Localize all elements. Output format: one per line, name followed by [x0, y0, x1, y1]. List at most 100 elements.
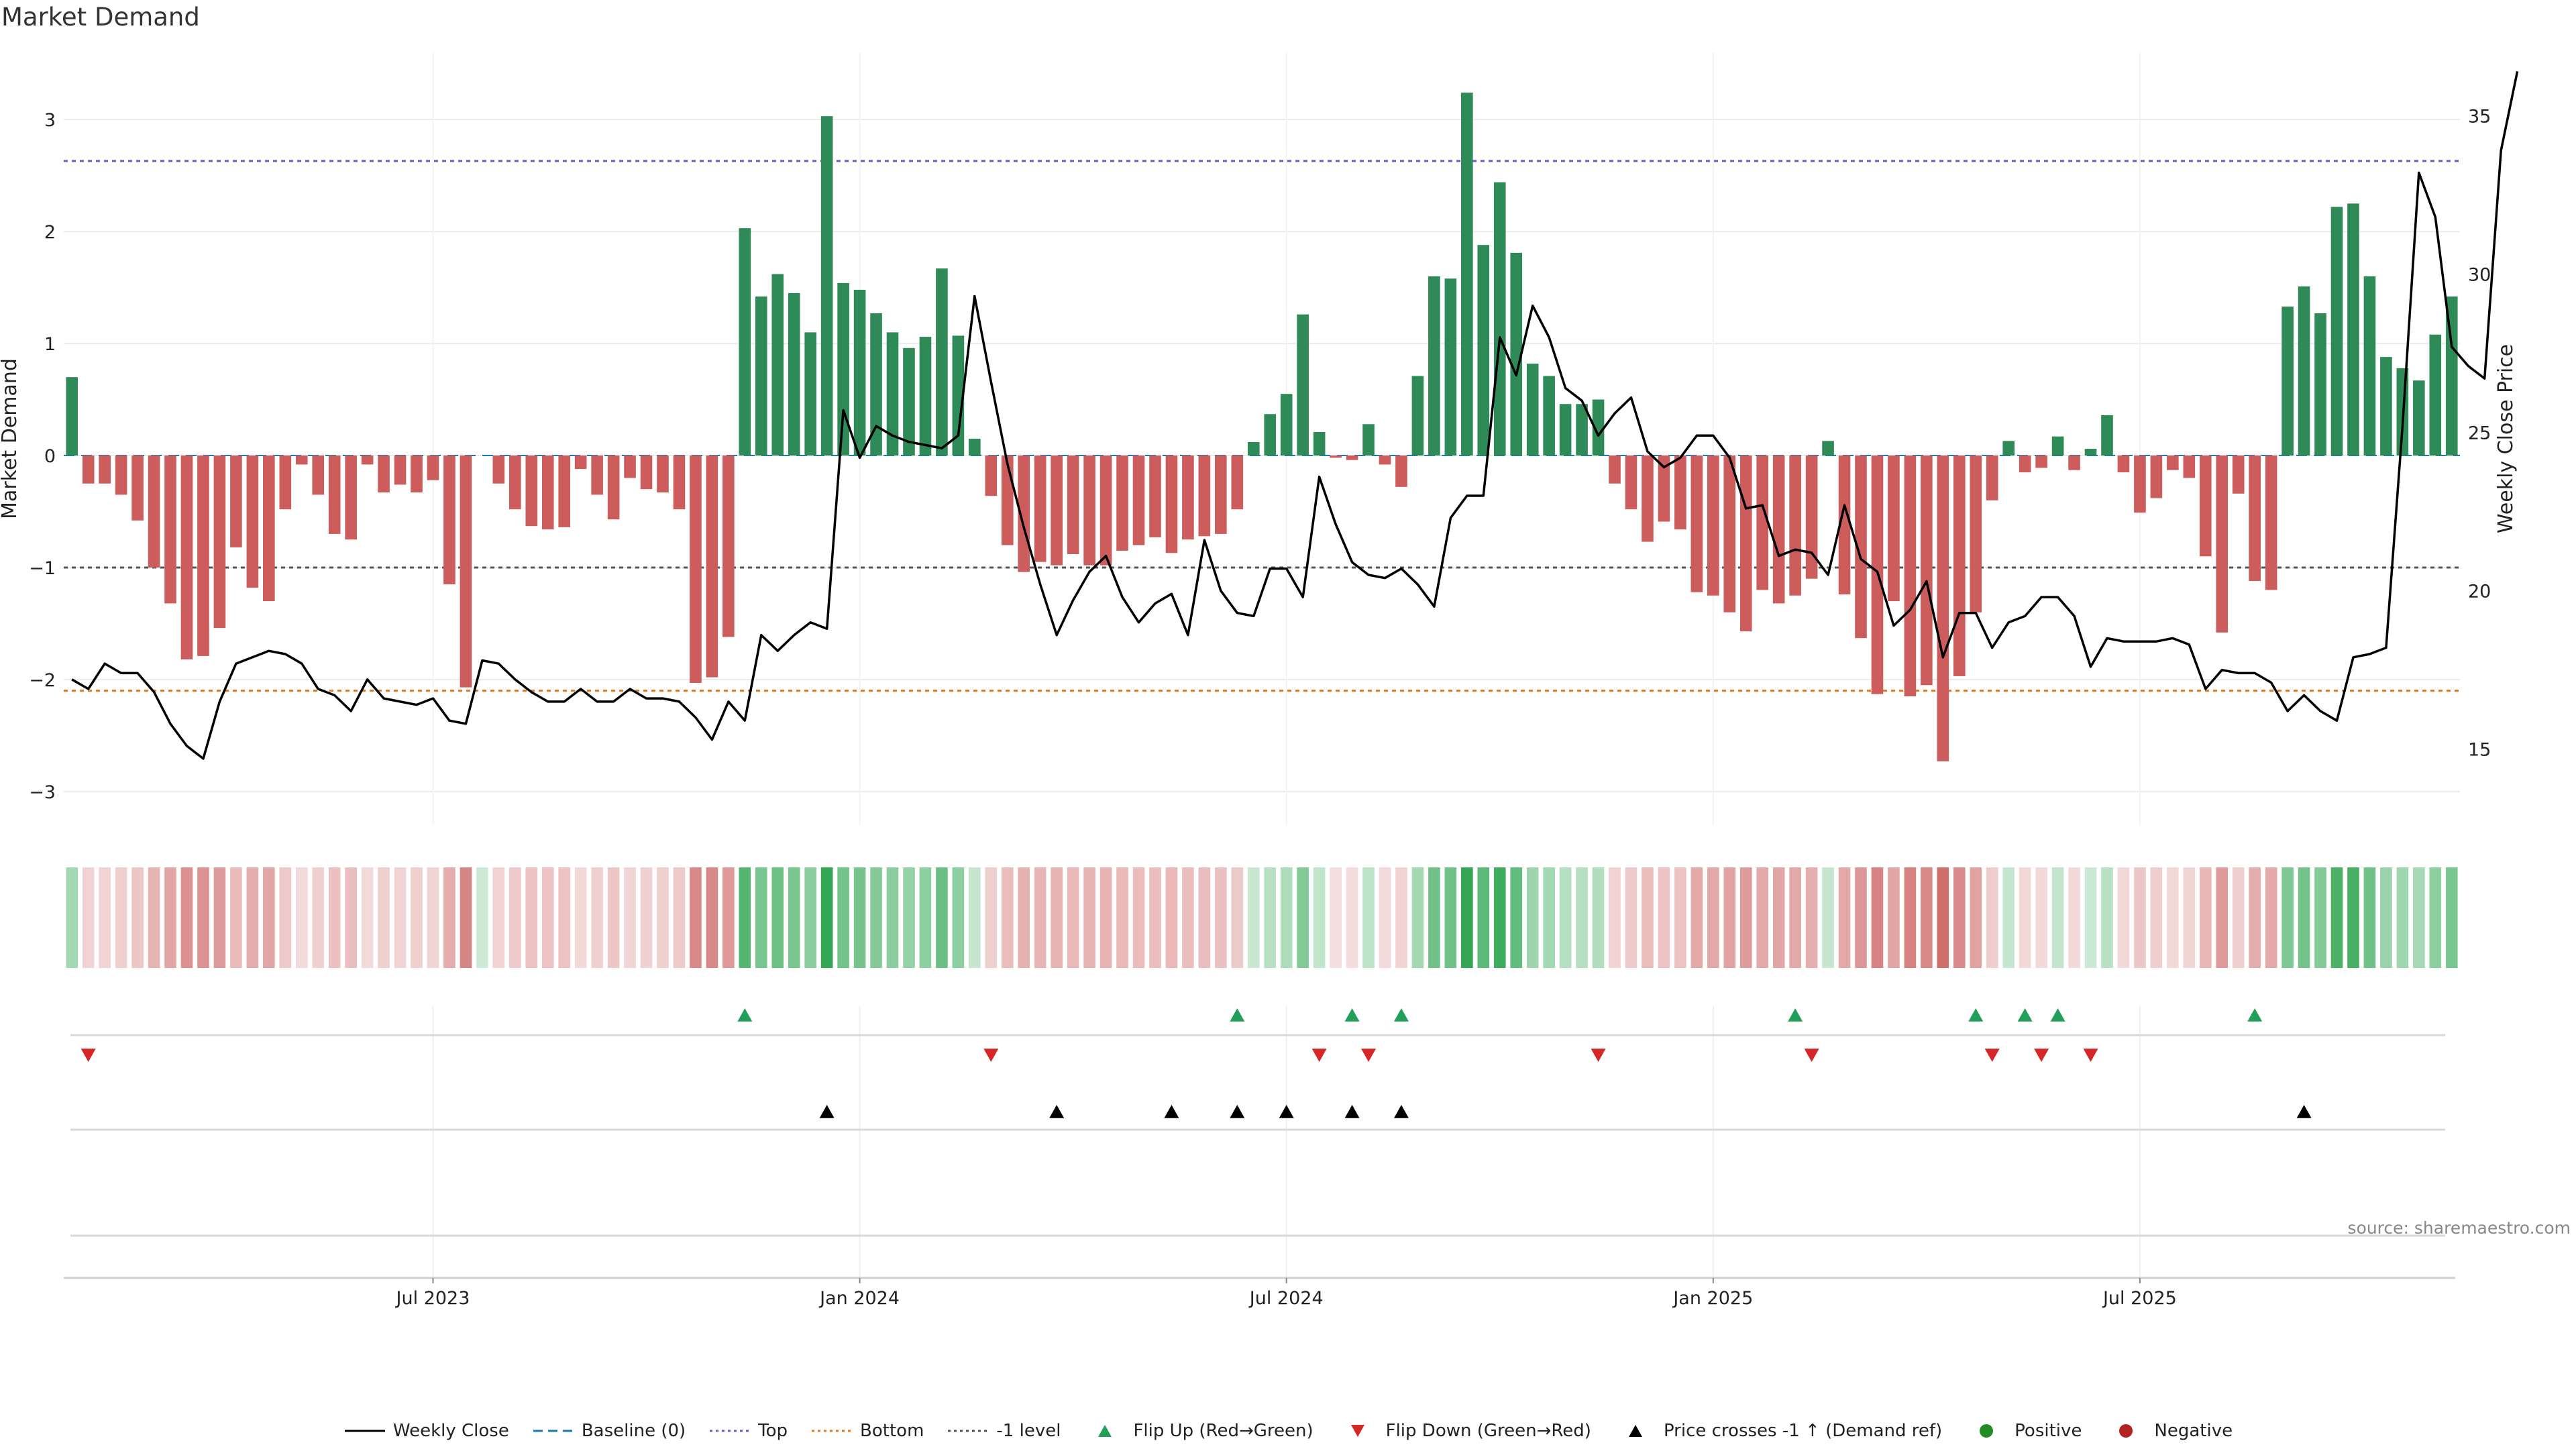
demand-bar — [2282, 306, 2294, 456]
demand-bar — [328, 455, 341, 534]
demand-bar — [361, 455, 374, 465]
demand-bar — [1690, 455, 1703, 592]
flip-up-marker — [1230, 1008, 1245, 1022]
heat-cell — [2314, 867, 2326, 968]
heat-cell — [197, 867, 209, 968]
demand-bar — [969, 439, 981, 456]
demand-bar — [1116, 455, 1128, 551]
legend-label: Bottom — [860, 1421, 924, 1441]
heat-cell — [1805, 867, 1818, 968]
price-cross-marker — [1393, 1105, 1409, 1118]
heat-cell — [295, 867, 308, 968]
legend-swatch — [1350, 1425, 1364, 1437]
flip-down-marker — [80, 1049, 96, 1062]
demand-bar — [886, 332, 899, 456]
chart-title: Market Demand — [1, 3, 200, 32]
demand-bar — [1543, 376, 1555, 456]
heat-cell — [2380, 867, 2392, 968]
demand-bar — [1280, 394, 1293, 456]
heat-cell — [755, 867, 767, 968]
demand-bar — [837, 282, 849, 456]
heat-cell — [1297, 867, 1309, 968]
heat-cell — [722, 867, 735, 968]
demand-bar — [1099, 455, 1112, 566]
demand-bar — [1330, 455, 1342, 458]
demand-bar — [1001, 455, 1014, 545]
heat-cell — [2068, 867, 2080, 968]
price-cross-marker — [1164, 1105, 1179, 1118]
demand-bar — [1526, 364, 1539, 456]
heat-cell — [1018, 867, 1030, 968]
x-tick-label: Jul 2023 — [395, 1288, 470, 1309]
heat-cell — [936, 867, 948, 968]
flip-up-marker — [1344, 1008, 1360, 1022]
heat-cell — [706, 867, 718, 968]
heat-cell — [903, 867, 915, 968]
price-cross-marker — [819, 1105, 835, 1118]
heat-cell — [443, 867, 455, 968]
legend-swatch — [1980, 1424, 1994, 1438]
heat-cell — [2002, 867, 2015, 968]
demand-bar — [312, 455, 325, 495]
price-series — [71, 70, 2519, 760]
demand-heat-strip — [66, 867, 2458, 968]
demand-bar — [1444, 278, 1457, 456]
demand-bar — [1888, 455, 1900, 602]
heat-cell — [1707, 867, 1719, 968]
price-cross-marker — [1230, 1105, 1245, 1118]
heat-cell — [1658, 867, 1670, 968]
demand-bar — [1428, 276, 1440, 456]
heat-cell — [2363, 867, 2376, 968]
heat-cell — [640, 867, 653, 968]
demand-bar — [66, 377, 78, 456]
heat-cell — [328, 867, 341, 968]
heat-cell — [246, 867, 259, 968]
demand-bar — [2167, 455, 2179, 470]
heat-cell — [263, 867, 275, 968]
demand-bar — [903, 347, 915, 456]
heat-cell — [164, 867, 176, 968]
heat-cell — [460, 867, 472, 968]
demand-bar — [936, 268, 948, 456]
heat-cell — [1461, 867, 1473, 968]
heat-cell — [1789, 867, 1801, 968]
flip-up-marker — [2247, 1008, 2263, 1022]
gridlines — [64, 52, 2460, 1278]
heat-cell — [1543, 867, 1555, 968]
demand-bar — [1165, 455, 1178, 553]
demand-bar — [1986, 455, 1998, 500]
demand-bar — [2150, 455, 2163, 498]
demand-bar — [1362, 424, 1375, 456]
demand-bar — [1789, 455, 1801, 596]
demand-bar — [525, 455, 538, 527]
y2-axis-label: Weekly Close Price — [2494, 344, 2518, 533]
heat-cell — [1001, 867, 1014, 968]
heat-cell — [788, 867, 800, 968]
demand-bar — [1018, 455, 1030, 572]
demand-bar — [2199, 455, 2212, 557]
heat-cell — [1772, 867, 1785, 968]
heat-cell — [1888, 867, 1900, 968]
demand-bar — [1510, 252, 1523, 456]
flip-down-marker — [1984, 1049, 2000, 1062]
demand-bar — [443, 455, 455, 585]
heat-cell — [2298, 867, 2310, 968]
demand-bar — [1805, 455, 1818, 579]
heat-cell — [2117, 867, 2130, 968]
demand-bar — [755, 296, 767, 456]
legend-label: Top — [758, 1421, 788, 1441]
legend-label: Weekly Close — [392, 1421, 509, 1441]
demand-bar — [952, 335, 965, 456]
heat-cell — [1674, 867, 1686, 968]
demand-bar — [1937, 455, 1949, 761]
heat-cell — [624, 867, 636, 968]
demand-bar — [673, 455, 686, 510]
heat-cell — [1132, 867, 1145, 968]
demand-bar — [788, 292, 800, 456]
flip-down-marker — [1311, 1049, 1327, 1062]
heat-cell — [804, 867, 816, 968]
price-cross-marker — [1049, 1105, 1065, 1118]
demand-bar — [1264, 414, 1277, 456]
heat-cell — [1395, 867, 1407, 968]
heat-cell — [837, 867, 849, 968]
